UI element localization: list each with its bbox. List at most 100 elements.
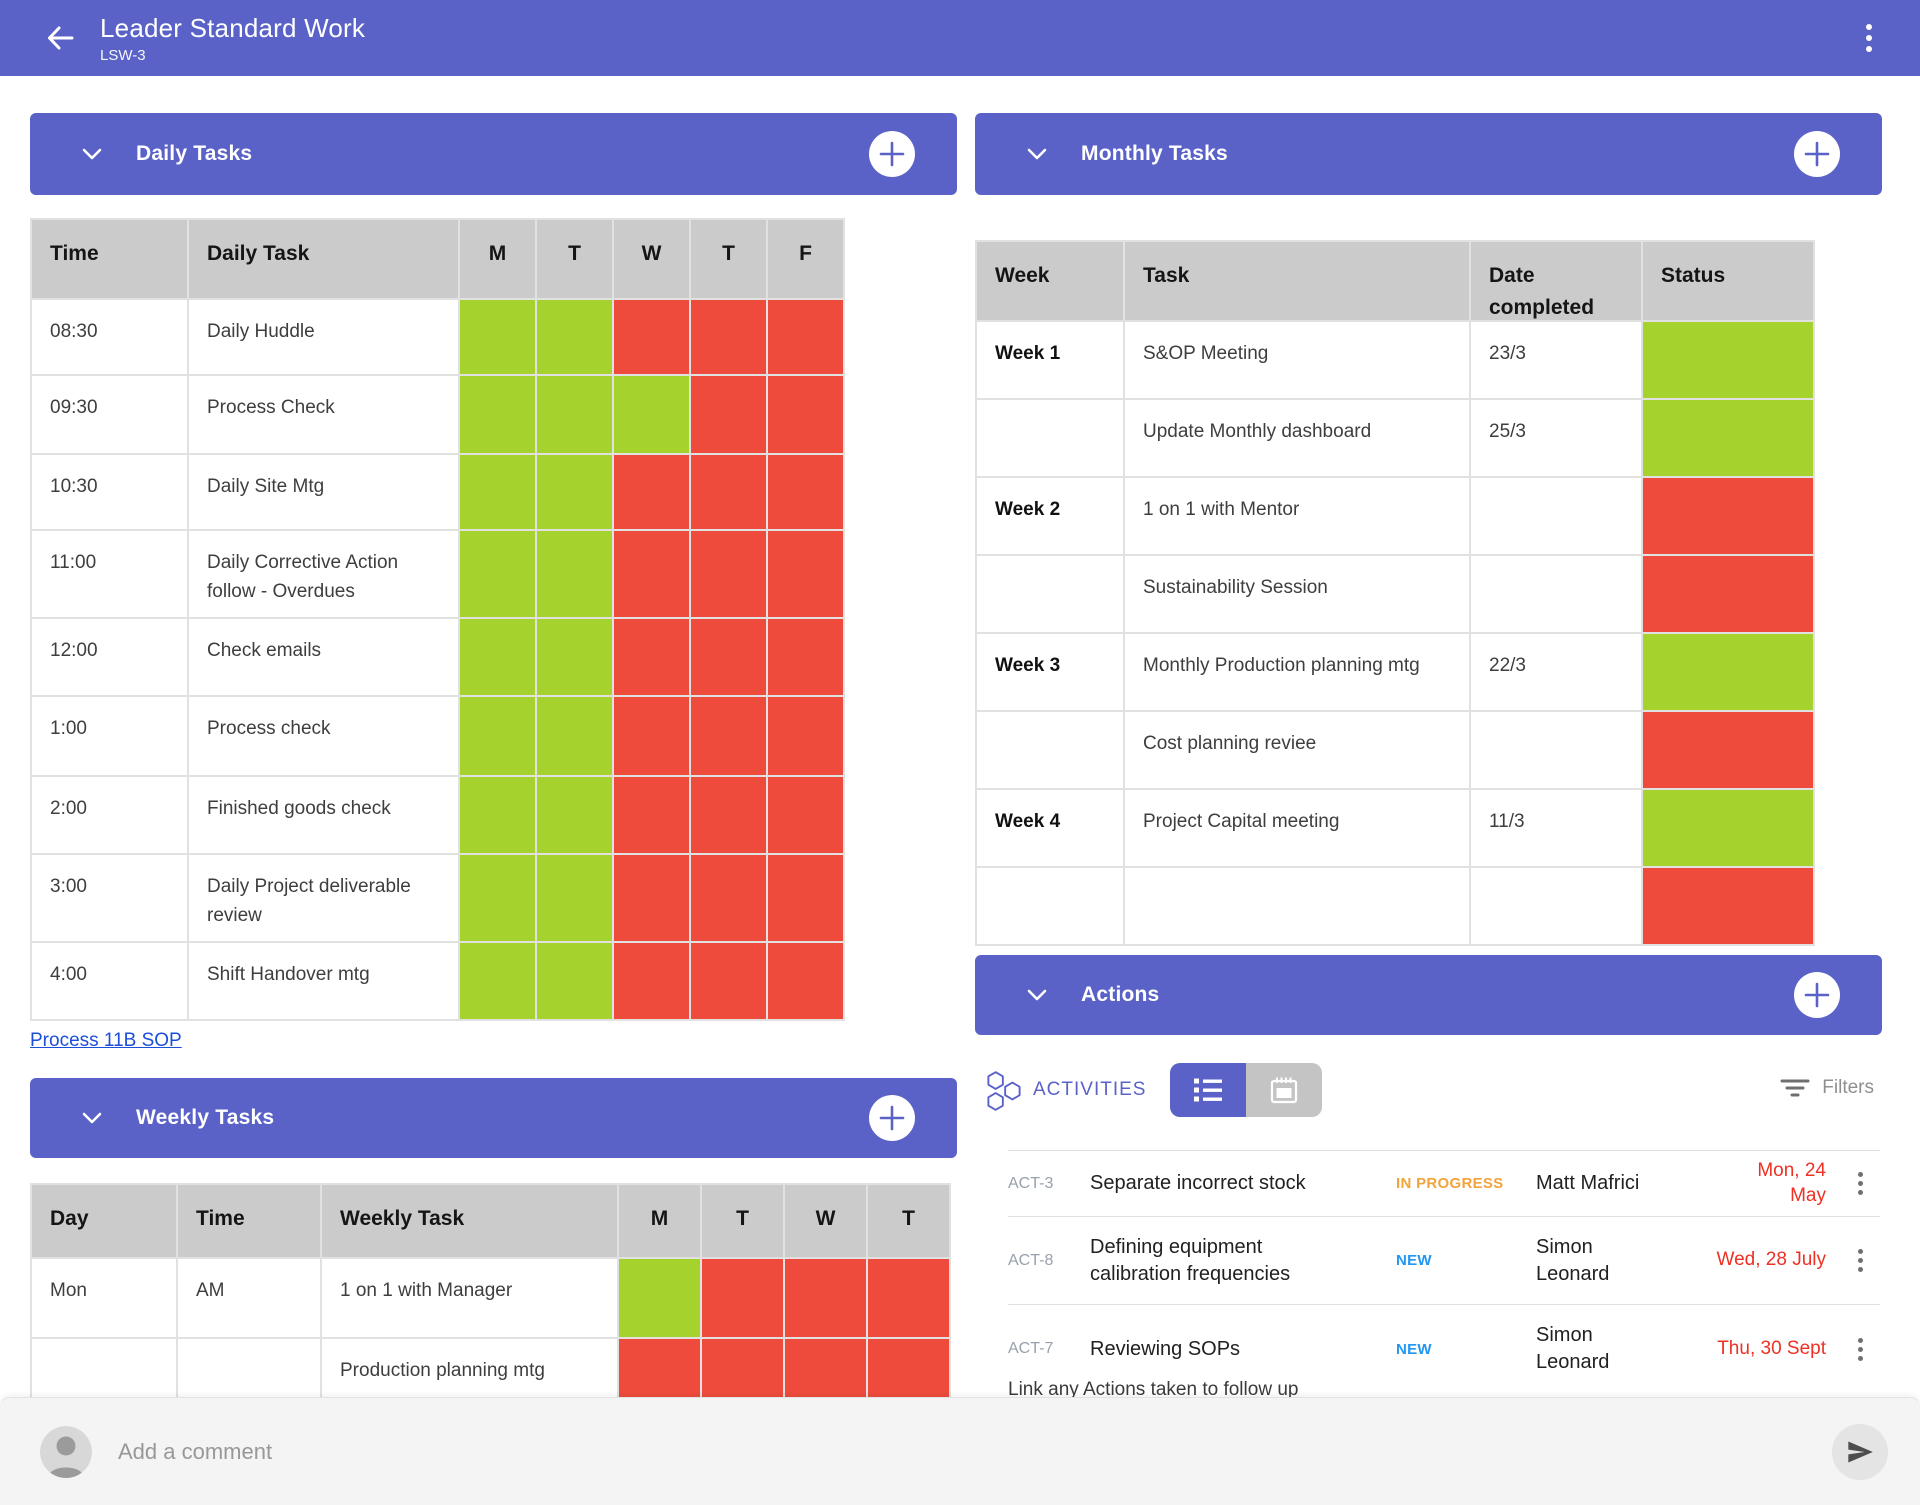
daily-status-cell[interactable] [614, 531, 689, 617]
weekly-status-cell[interactable] [702, 1259, 783, 1337]
monthly-task-cell: Project Capital meeting [1125, 790, 1469, 866]
daily-status-cell[interactable] [614, 943, 689, 1019]
chevron-down-icon[interactable] [1027, 148, 1047, 160]
activity-row[interactable]: ACT-7 Reviewing SOPs NEW Simon Leonard Thu, … [1008, 1305, 1880, 1393]
daily-status-cell[interactable] [768, 376, 843, 453]
activity-kebab-menu-icon[interactable] [1852, 1332, 1869, 1367]
activities-footnote: Link any Actions taken to follow up [1008, 1379, 1299, 1400]
overflow-menu-icon[interactable] [1862, 18, 1876, 58]
daily-status-cell[interactable] [537, 376, 612, 453]
daily-status-cell[interactable] [614, 697, 689, 775]
daily-status-cell[interactable] [460, 300, 535, 374]
add-action-button[interactable] [1794, 972, 1840, 1018]
daily-status-cell[interactable] [460, 697, 535, 775]
daily-column-header: M [460, 220, 535, 298]
daily-status-cell[interactable] [460, 455, 535, 529]
add-monthly-task-button[interactable] [1794, 131, 1840, 177]
daily-status-cell[interactable] [537, 300, 612, 374]
activity-title[interactable]: Defining equipment calibration frequenci… [1090, 1235, 1291, 1285]
daily-status-cell[interactable] [537, 455, 612, 529]
chevron-down-icon[interactable] [1027, 989, 1047, 1001]
activity-kebab-menu-icon[interactable] [1852, 1166, 1869, 1201]
daily-status-cell[interactable] [614, 376, 689, 453]
daily-status-cell[interactable] [614, 619, 689, 695]
daily-status-cell[interactable] [460, 777, 535, 853]
weekly-day-cell: Mon [32, 1259, 176, 1337]
send-comment-button[interactable] [1832, 1423, 1888, 1480]
activity-kebab-menu-icon[interactable] [1852, 1243, 1869, 1278]
daily-status-cell[interactable] [691, 697, 766, 775]
weekly-task-cell: 1 on 1 with Manager [322, 1259, 617, 1337]
daily-status-cell[interactable] [768, 855, 843, 941]
weekly-status-cell[interactable] [785, 1259, 866, 1337]
daily-status-cell[interactable] [691, 300, 766, 374]
daily-status-cell[interactable] [691, 777, 766, 853]
daily-status-cell[interactable] [614, 855, 689, 941]
daily-status-cell[interactable] [537, 619, 612, 695]
daily-status-cell[interactable] [537, 943, 612, 1019]
monthly-status-cell[interactable] [1643, 712, 1813, 788]
calendar-view-button[interactable] [1246, 1063, 1322, 1117]
daily-time-cell: 3:00 [32, 855, 187, 941]
comment-input[interactable] [118, 1438, 1118, 1465]
monthly-status-cell[interactable] [1643, 322, 1813, 398]
back-button[interactable] [42, 20, 78, 56]
daily-status-cell[interactable] [768, 531, 843, 617]
chevron-down-icon[interactable] [82, 1112, 102, 1124]
weekly-status-cell[interactable] [619, 1259, 700, 1337]
daily-status-cell[interactable] [537, 855, 612, 941]
monthly-status-cell[interactable] [1643, 790, 1813, 866]
activities-label: ACTIVITIES [1033, 1079, 1147, 1100]
daily-task-cell: Process Check [189, 376, 458, 453]
daily-column-header: Time [32, 220, 187, 298]
monthly-status-cell[interactable] [1643, 556, 1813, 632]
daily-status-cell[interactable] [460, 943, 535, 1019]
filters-label: Filters [1822, 1077, 1874, 1098]
activity-title[interactable]: Reviewing SOPs [1090, 1337, 1241, 1360]
daily-status-cell[interactable] [537, 531, 612, 617]
monthly-status-cell[interactable] [1643, 478, 1813, 554]
process-sop-link[interactable]: Process 11B SOP [30, 1030, 182, 1051]
weekly-status-cell[interactable] [868, 1259, 949, 1337]
daily-status-cell[interactable] [537, 697, 612, 775]
daily-status-cell[interactable] [768, 777, 843, 853]
activity-row[interactable]: ACT-3 Separate incorrect stock IN PROGRESS… [1008, 1151, 1880, 1217]
monthly-date-cell: 25/3 [1471, 400, 1641, 476]
daily-status-cell[interactable] [768, 619, 843, 695]
daily-status-cell[interactable] [537, 777, 612, 853]
monthly-week-cell [977, 556, 1123, 632]
daily-status-cell[interactable] [614, 300, 689, 374]
add-weekly-task-button[interactable] [869, 1095, 915, 1141]
daily-time-cell: 4:00 [32, 943, 187, 1019]
activity-title[interactable]: Separate incorrect stock [1090, 1172, 1306, 1194]
daily-status-cell[interactable] [768, 697, 843, 775]
list-view-button[interactable] [1170, 1063, 1246, 1117]
daily-time-cell: 2:00 [32, 777, 187, 853]
daily-status-cell[interactable] [691, 531, 766, 617]
monthly-status-cell[interactable] [1643, 868, 1813, 944]
daily-status-cell[interactable] [691, 619, 766, 695]
daily-status-cell[interactable] [614, 455, 689, 529]
daily-status-cell[interactable] [768, 943, 843, 1019]
daily-status-cell[interactable] [691, 855, 766, 941]
monthly-status-cell[interactable] [1643, 634, 1813, 710]
daily-status-cell[interactable] [460, 619, 535, 695]
daily-status-cell[interactable] [460, 531, 535, 617]
daily-status-cell[interactable] [460, 376, 535, 453]
weekly-column-header: M [619, 1185, 700, 1257]
daily-status-cell[interactable] [460, 855, 535, 941]
daily-status-cell[interactable] [691, 455, 766, 529]
daily-status-cell[interactable] [691, 376, 766, 453]
daily-status-cell[interactable] [691, 943, 766, 1019]
activity-row[interactable]: ACT-8 Defining equipment calibration freq… [1008, 1217, 1880, 1305]
filters-button[interactable]: Filters [1780, 1075, 1874, 1101]
chevron-down-icon[interactable] [82, 148, 102, 160]
monthly-status-cell[interactable] [1643, 400, 1813, 476]
daily-status-cell[interactable] [768, 455, 843, 529]
add-daily-task-button[interactable] [869, 131, 915, 177]
page-subtitle: LSW-3 [100, 46, 146, 64]
daily-status-cell[interactable] [614, 777, 689, 853]
daily-task-cell: Shift Handover mtg [189, 943, 458, 1019]
daily-status-cell[interactable] [768, 300, 843, 374]
